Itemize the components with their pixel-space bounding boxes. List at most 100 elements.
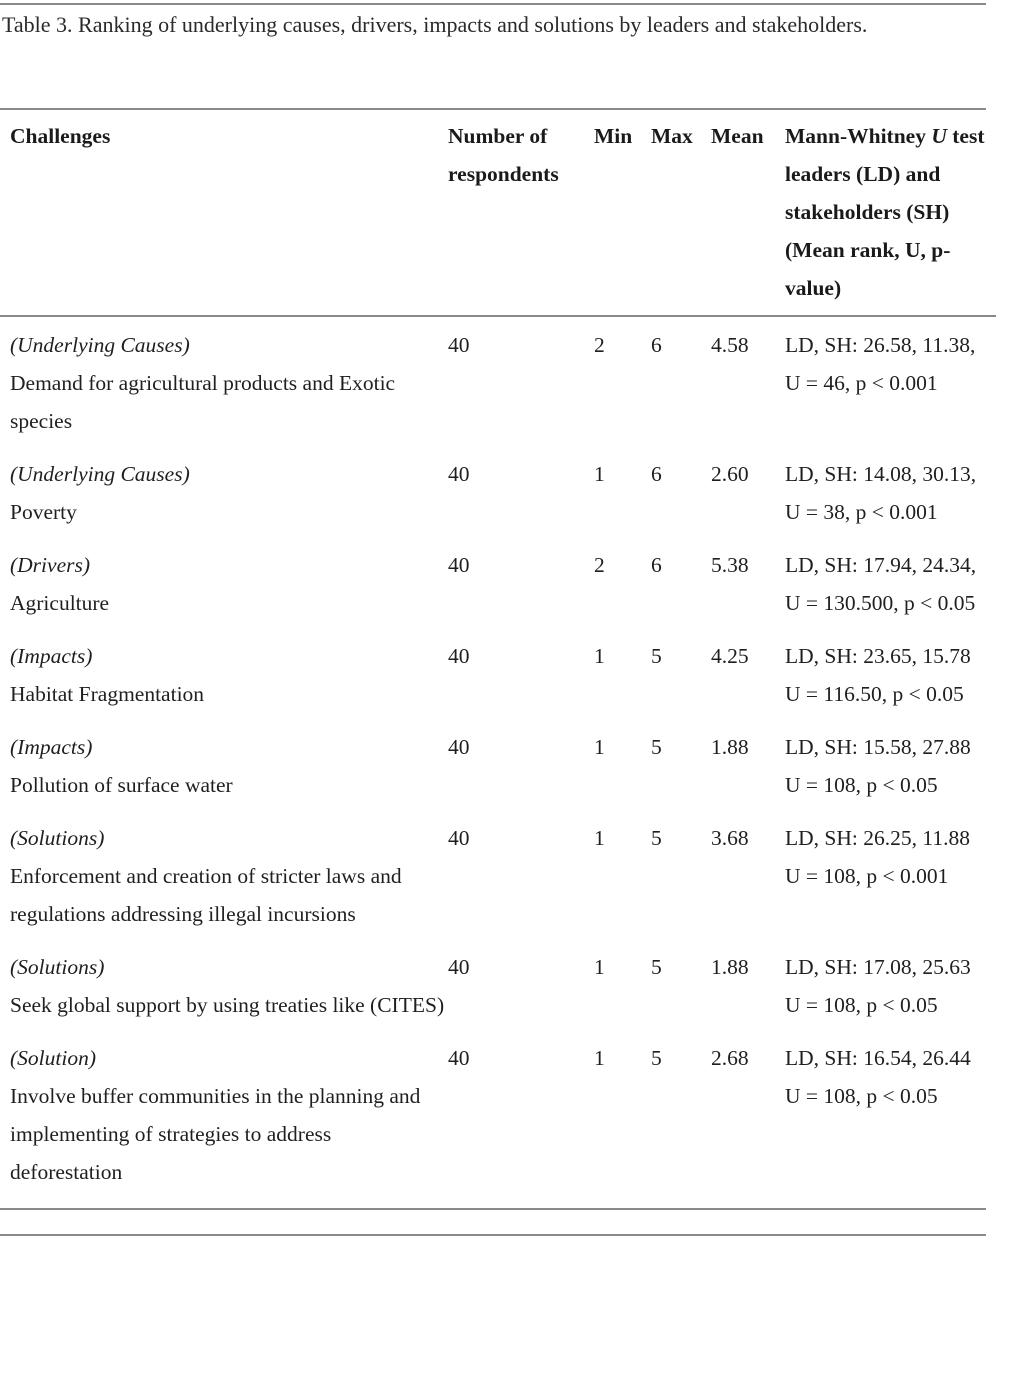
header-mean: Mean: [711, 124, 764, 148]
challenge-cell: (Solutions) Seek global support by using …: [0, 948, 448, 1039]
respondents-cell: 40: [448, 461, 470, 486]
mean-cell: 1.88: [711, 954, 749, 979]
challenge-name: Pollution of surface water: [10, 772, 233, 797]
max-cell: 6: [651, 332, 662, 357]
challenge-cell: (Underlying Causes) Poverty: [0, 455, 448, 546]
challenge-name: Involve buffer communities in the planni…: [10, 1083, 421, 1184]
header-separator: [0, 315, 996, 317]
stats-line-1: LD, SH: 26.25, 11.88: [785, 825, 970, 850]
challenge-category: (Solutions): [10, 954, 105, 979]
max-cell: 5: [651, 734, 662, 759]
challenge-cell: (Solution) Involve buffer communities in …: [0, 1039, 448, 1206]
stats-line-2: U = 108, p < 0.05: [785, 1083, 938, 1108]
respondents-cell: 40: [448, 332, 470, 357]
challenge-name: Habitat Fragmentation: [10, 681, 205, 706]
max-cell: 5: [651, 643, 662, 668]
challenge-name: Demand for agricultural products and Exo…: [10, 370, 396, 433]
stats-line-2: U = 108, p < 0.05: [785, 772, 938, 797]
min-cell: 2: [594, 552, 605, 577]
challenge-category: (Underlying Causes): [10, 332, 190, 357]
top-rule: [0, 3, 986, 5]
table-row: (Impacts) Pollution of surface water 40 1 5 1…: [0, 728, 996, 819]
max-cell: 6: [651, 552, 662, 577]
ranking-table: Challenges Number of respondents Min Max…: [0, 117, 996, 1206]
mann-whitney-cell: LD, SH: 15.58, 27.88 U = 108, p < 0.05: [785, 728, 996, 819]
mann-whitney-cell: LD, SH: 23.65, 15.78 U = 116.50, p < 0.05: [785, 637, 996, 728]
min-cell: 1: [594, 825, 605, 850]
challenge-cell: (Solutions) Enforcement and creation of s…: [0, 819, 448, 948]
header-row: Challenges Number of respondents Min Max…: [0, 117, 996, 315]
table-row: (Drivers) Agriculture 40 2 6 5.38 LD, SH: 17.9…: [0, 546, 996, 637]
table-row: (Solutions) Seek global support by using …: [0, 948, 996, 1039]
table-row: (Underlying Causes) Poverty 40 1 6 2.60 LD, SH…: [0, 455, 996, 546]
stats-line-1: LD, SH: 26.58, 11.38,: [785, 332, 976, 357]
stats-line-1: LD, SH: 16.54, 26.44: [785, 1045, 971, 1070]
mann-whitney-cell: LD, SH: 17.94, 24.34, U = 130.500, p < 0…: [785, 546, 996, 637]
stats-line-2: U = 108, p < 0.05: [785, 992, 938, 1017]
challenge-name: Seek global support by using treaties li…: [10, 992, 445, 1017]
respondents-cell: 40: [448, 954, 470, 979]
max-cell: 5: [651, 825, 662, 850]
header-challenges: Challenges: [10, 124, 111, 148]
mean-cell: 2.60: [711, 461, 749, 486]
mean-cell: 2.68: [711, 1045, 749, 1070]
table-caption: Table 3. Ranking of underlying causes, d…: [2, 12, 868, 37]
mann-whitney-cell: LD, SH: 26.25, 11.88 U = 108, p < 0.001: [785, 819, 996, 948]
mann-whitney-cell: LD, SH: 14.08, 30.13, U = 38, p < 0.001: [785, 455, 996, 546]
header-mw-suffix: test leaders (LD) and stakeholders (SH) …: [785, 124, 985, 300]
stats-line-1: LD, SH: 14.08, 30.13,: [785, 461, 977, 486]
stats-line-2: U = 38, p < 0.001: [785, 499, 938, 524]
challenge-category: (Underlying Causes): [10, 461, 190, 486]
respondents-cell: 40: [448, 825, 470, 850]
challenge-cell: (Underlying Causes) Demand for agricultur…: [0, 317, 448, 455]
stats-line-2: U = 108, p < 0.001: [785, 863, 949, 888]
stats-line-2: U = 46, p < 0.001: [785, 370, 938, 395]
min-cell: 1: [594, 1045, 605, 1070]
table-row: (Underlying Causes) Demand for agricultur…: [0, 317, 996, 455]
mann-whitney-cell: LD, SH: 17.08, 25.63 U = 108, p < 0.05: [785, 948, 996, 1039]
header-respondents: Number of respondents: [448, 124, 559, 186]
respondents-cell: 40: [448, 552, 470, 577]
mann-whitney-cell: LD, SH: 26.58, 11.38, U = 46, p < 0.001: [785, 317, 996, 455]
mean-cell: 3.68: [711, 825, 749, 850]
challenge-category: (Solutions): [10, 825, 105, 850]
page-bottom-rule: [0, 1234, 986, 1236]
stats-line-2: U = 116.50, p < 0.05: [785, 681, 964, 706]
stats-line-2: U = 130.500, p < 0.05: [785, 590, 976, 615]
header-top-rule: [0, 108, 986, 110]
stats-line-1: LD, SH: 17.08, 25.63: [785, 954, 971, 979]
stats-line-1: LD, SH: 17.94, 24.34,: [785, 552, 977, 577]
challenge-category: (Impacts): [10, 734, 93, 759]
challenge-cell: (Drivers) Agriculture: [0, 546, 448, 637]
mean-cell: 1.88: [711, 734, 749, 759]
table-row: (Impacts) Habitat Fragmentation 40 1 5 4.25 LD…: [0, 637, 996, 728]
min-cell: 1: [594, 461, 605, 486]
mean-cell: 5.38: [711, 552, 749, 577]
mann-whitney-cell: LD, SH: 16.54, 26.44 U = 108, p < 0.05: [785, 1039, 996, 1206]
stats-line-1: LD, SH: 15.58, 27.88: [785, 734, 971, 759]
respondents-cell: 40: [448, 643, 470, 668]
table-bottom-rule: [0, 1208, 986, 1210]
header-mw-u: U: [931, 124, 947, 148]
challenge-name: Agriculture: [10, 590, 110, 615]
challenge-name: Poverty: [10, 499, 77, 524]
header-min: Min: [594, 124, 633, 148]
min-cell: 1: [594, 734, 605, 759]
mean-cell: 4.58: [711, 332, 749, 357]
max-cell: 5: [651, 954, 662, 979]
challenge-name: Enforcement and creation of stricter law…: [10, 863, 402, 926]
respondents-cell: 40: [448, 1045, 470, 1070]
min-cell: 1: [594, 643, 605, 668]
challenge-cell: (Impacts) Habitat Fragmentation: [0, 637, 448, 728]
min-cell: 2: [594, 332, 605, 357]
table-body: (Underlying Causes) Demand for agricultur…: [0, 317, 996, 1206]
challenge-category: (Impacts): [10, 643, 93, 668]
stats-line-1: LD, SH: 23.65, 15.78: [785, 643, 971, 668]
challenge-category: (Drivers): [10, 552, 91, 577]
header-mw-prefix: Mann-Whitney: [785, 124, 932, 148]
max-cell: 6: [651, 461, 662, 486]
max-cell: 5: [651, 1045, 662, 1070]
table-row: (Solution) Involve buffer communities in …: [0, 1039, 996, 1206]
challenge-cell: (Impacts) Pollution of surface water: [0, 728, 448, 819]
header-mann-whitney: Mann-Whitney U test leaders (LD) and sta…: [785, 117, 996, 315]
